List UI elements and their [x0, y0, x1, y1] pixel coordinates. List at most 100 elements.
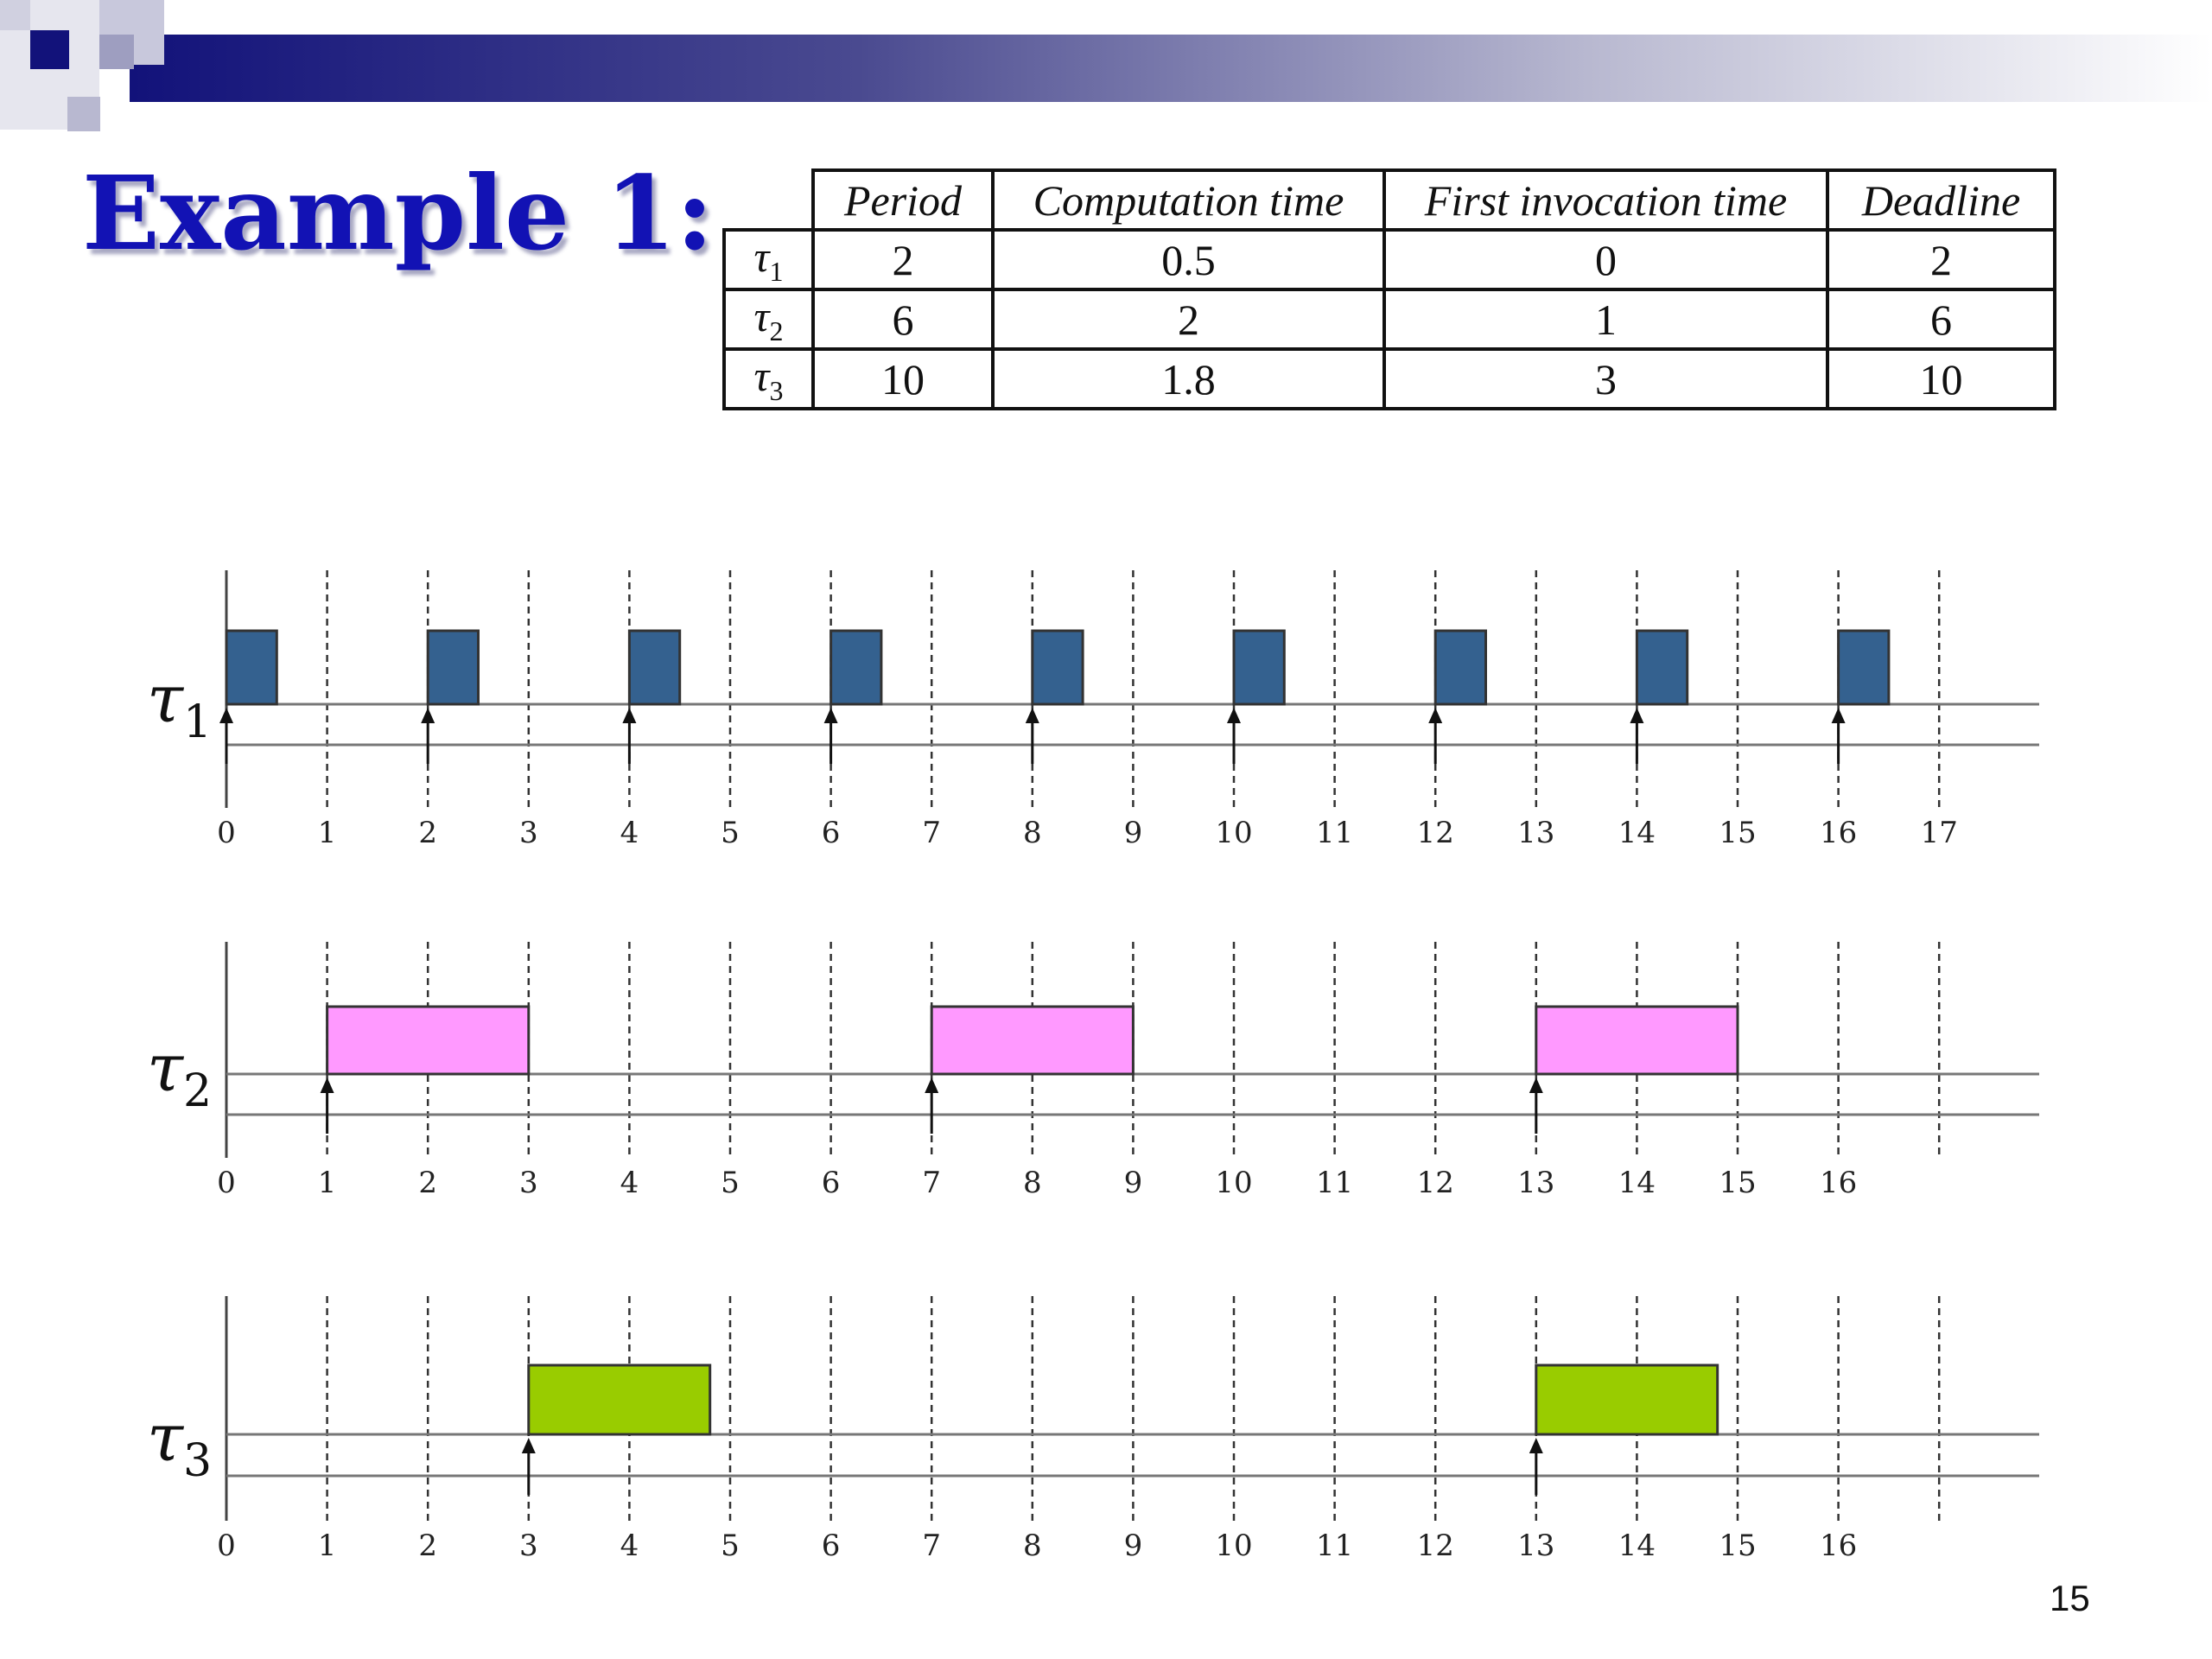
- first-invocation-cell: 3: [1382, 347, 1829, 410]
- slide-header-bar: [0, 0, 2212, 131]
- task-symbol: τ: [147, 1399, 185, 1476]
- table-row: τ3 10 1.8 3 10: [722, 347, 2056, 410]
- column-header-first-invocation-time: First invocation time: [1382, 168, 1829, 232]
- arrival-arrow-head: [219, 708, 233, 723]
- table-row: τ2 6 2 1 6: [722, 288, 2056, 351]
- execution-block: [326, 1005, 531, 1076]
- tick-label: 12: [1417, 1529, 1454, 1563]
- page-number: 15: [2050, 1578, 2090, 1618]
- tick-label: 11: [1316, 1166, 1353, 1200]
- tick-label: 16: [1820, 1166, 1857, 1200]
- arrival-arrow-head: [1831, 708, 1846, 723]
- arrival-arrow-head: [1630, 708, 1644, 723]
- tick-label: 8: [1023, 1166, 1042, 1200]
- timeline-task-label: τ3: [147, 1399, 212, 1487]
- tick-label: 6: [822, 816, 841, 850]
- tick-label: 8: [1023, 816, 1042, 850]
- arrival-arrow-head: [1025, 708, 1039, 723]
- tick-label: 1: [318, 816, 337, 850]
- tick-label: 14: [1618, 1166, 1656, 1200]
- tick-label: 4: [620, 1529, 639, 1563]
- tick-label: 5: [721, 1529, 740, 1563]
- tick-label: 7: [922, 1529, 941, 1563]
- table-corner-cell: [724, 170, 815, 232]
- execution-block: [1635, 629, 1689, 706]
- task-symbol: τ: [753, 232, 770, 281]
- task-label-cell: τ3: [722, 347, 815, 410]
- tick-label: 6: [822, 1529, 841, 1563]
- tick-label: 17: [1921, 816, 1958, 850]
- execution-block: [527, 1363, 712, 1436]
- tick-label: 3: [519, 1166, 538, 1200]
- execution-block: [426, 629, 480, 706]
- deadline-cell: 6: [1826, 288, 2056, 351]
- tick-label: 5: [721, 1166, 740, 1200]
- arrival-arrow-head: [1529, 1077, 1543, 1093]
- arrival-arrow-head: [622, 708, 637, 723]
- task-index: 2: [769, 315, 784, 346]
- tick-label: 10: [1215, 1166, 1252, 1200]
- execution-block: [627, 629, 682, 706]
- tick-label: 12: [1417, 816, 1454, 850]
- tick-label: 13: [1517, 1529, 1554, 1563]
- column-header-period: Period: [811, 168, 995, 232]
- tick-label: 11: [1316, 1529, 1353, 1563]
- deadline-cell: 10: [1826, 347, 2056, 410]
- tick-label: 13: [1517, 1166, 1554, 1200]
- slide-title: Example 1:: [82, 153, 714, 273]
- tick-label: 10: [1215, 1529, 1252, 1563]
- task-symbol: τ: [147, 660, 185, 737]
- tick-label: 15: [1719, 816, 1756, 850]
- execution-block: [830, 629, 883, 706]
- tick-label: 9: [1124, 1529, 1143, 1563]
- tick-label: 1: [318, 1529, 337, 1563]
- period-cell: 6: [811, 288, 995, 351]
- arrival-arrow-head: [320, 1077, 334, 1093]
- arrival-arrow-head: [823, 708, 838, 723]
- first-invocation-cell: 0: [1382, 228, 1829, 291]
- computation-time-cell: 2: [991, 288, 1386, 351]
- task-index: 1: [769, 256, 784, 287]
- timeline-task-label: τ1: [147, 660, 212, 748]
- computation-time-cell: 1.8: [991, 347, 1386, 410]
- task-label-cell: τ2: [722, 288, 815, 351]
- tick-label: 7: [922, 1166, 941, 1200]
- arrival-arrow-head: [521, 1438, 536, 1453]
- task-index: 2: [183, 1065, 212, 1117]
- tick-label: 4: [620, 1166, 639, 1200]
- column-header-computation-time: Computation time: [991, 168, 1386, 232]
- tick-label: 11: [1316, 816, 1353, 850]
- arrival-arrow-head: [421, 708, 435, 723]
- tick-label: 15: [1719, 1529, 1756, 1563]
- execution-block: [225, 629, 278, 706]
- tick-label: 6: [822, 1166, 841, 1200]
- tick-label: 10: [1215, 816, 1252, 850]
- table-header-row: Period Computation time First invocation…: [724, 168, 2056, 232]
- tick-label: 14: [1618, 816, 1656, 850]
- arrival-arrow-head: [1428, 708, 1443, 723]
- execution-block: [1535, 1005, 1739, 1076]
- task-index: 3: [769, 375, 784, 406]
- execution-block: [1031, 629, 1084, 706]
- tick-label: 0: [217, 816, 236, 850]
- execution-block: [930, 1005, 1135, 1076]
- tick-label: 8: [1023, 1529, 1042, 1563]
- task-symbol: τ: [147, 1029, 185, 1106]
- arrival-arrow-head: [1227, 708, 1241, 723]
- tick-label: 14: [1618, 1529, 1656, 1563]
- timeline-task-label: τ2: [147, 1029, 212, 1117]
- tick-label: 9: [1124, 1166, 1143, 1200]
- tick-label: 9: [1124, 816, 1143, 850]
- task-label-cell: τ1: [722, 228, 815, 291]
- task-index: 3: [183, 1435, 212, 1487]
- tick-label: 7: [922, 816, 941, 850]
- tick-label: 16: [1820, 816, 1857, 850]
- tick-label: 2: [418, 1529, 437, 1563]
- period-cell: 10: [811, 347, 995, 410]
- tick-label: 2: [418, 1166, 437, 1200]
- arrival-arrow-head: [925, 1077, 939, 1093]
- tick-label: 16: [1820, 1529, 1857, 1563]
- execution-block: [1837, 629, 1891, 706]
- tick-label: 5: [721, 816, 740, 850]
